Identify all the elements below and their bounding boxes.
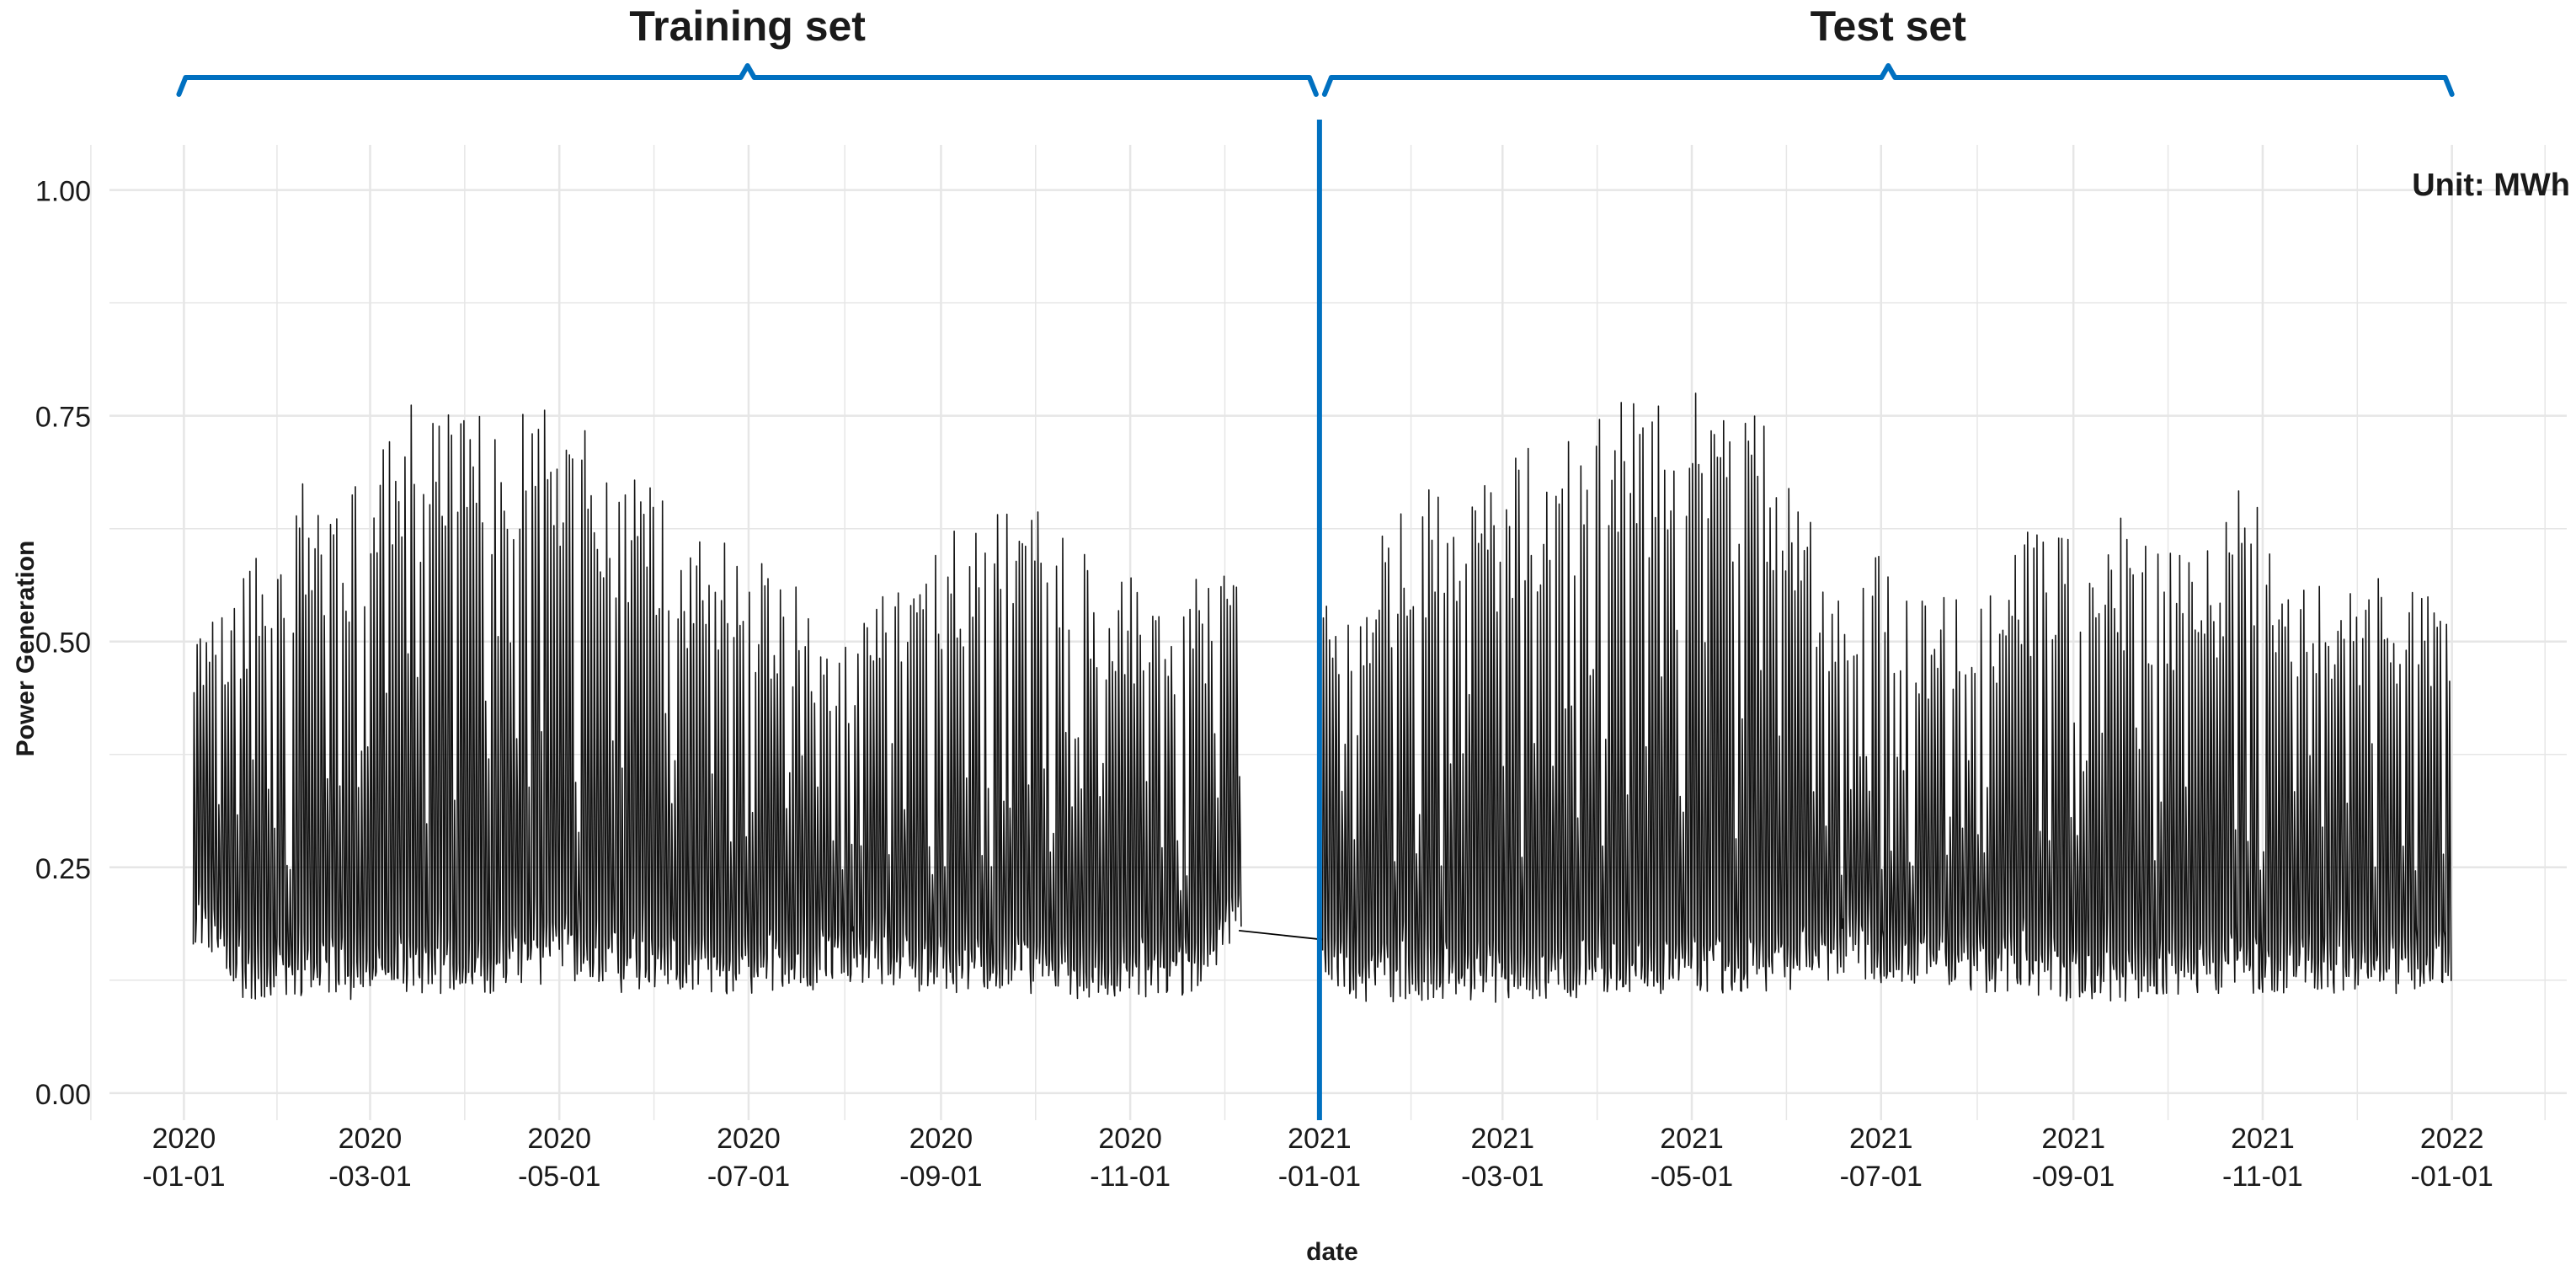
x-axis-title: date (1306, 1238, 1358, 1266)
series-line-segment (192, 404, 1242, 1001)
x-tick-year: 2020 (1098, 1123, 1162, 1155)
x-tick-monthday: -09-01 (899, 1161, 982, 1193)
x-tick-monthday: -03-01 (328, 1161, 411, 1193)
training-set-label: Training set (629, 3, 866, 50)
y-tick-label: 0.75 (35, 402, 91, 434)
x-tick-year: 2020 (152, 1123, 216, 1155)
x-tick-year: 2022 (2420, 1123, 2484, 1155)
y-tick-label: 1.00 (35, 176, 91, 208)
x-tick-year: 2020 (339, 1123, 403, 1155)
x-tick-monthday: -09-01 (2032, 1161, 2115, 1193)
x-tick-year: 2021 (1849, 1123, 1913, 1155)
x-tick-year: 2021 (2231, 1123, 2295, 1155)
x-tick-monthday: -05-01 (518, 1161, 600, 1193)
y-tick-label: 0.25 (35, 853, 91, 885)
x-tick-year: 2020 (909, 1123, 973, 1155)
x-tick-year: 2021 (1470, 1123, 1534, 1155)
x-tick-monthday: -11-01 (2222, 1161, 2303, 1193)
x-tick-monthday: -01-01 (2411, 1161, 2493, 1193)
bracket-layer: Training set Test set (176, 3, 2455, 97)
x-tick-year: 2021 (1660, 1123, 1724, 1155)
x-tick-monthday: -07-01 (1840, 1161, 1923, 1193)
y-tick-label: 0.00 (35, 1079, 91, 1111)
gap-connector-line (1239, 929, 1323, 941)
y-axis-title: Power Generation (12, 541, 40, 757)
training-set-bracket (176, 63, 1319, 97)
series-line-segment (1321, 392, 2452, 1003)
test-set-label: Test set (1811, 3, 1967, 50)
x-tick-year: 2020 (527, 1123, 591, 1155)
axis-layer: 0.00 0.25 0.50 0.75 1.00 2020 -01-01 2020 -03-01… (35, 176, 2493, 1193)
x-tick-monthday: -01-01 (1278, 1161, 1361, 1193)
x-tick-monthday: -01-01 (142, 1161, 225, 1193)
test-set-bracket (1321, 63, 2455, 97)
unit-label: Unit: MWh (2412, 168, 2570, 203)
series-layer (192, 392, 2452, 1003)
x-tick-monthday: -07-01 (707, 1161, 790, 1193)
x-tick-year: 2021 (1288, 1123, 1352, 1155)
x-tick-monthday: -11-01 (1090, 1161, 1171, 1193)
x-tick-year: 2021 (2041, 1123, 2105, 1155)
y-tick-label: 0.50 (35, 627, 91, 659)
x-tick-monthday: -05-01 (1651, 1161, 1733, 1193)
x-tick-monthday: -03-01 (1461, 1161, 1544, 1193)
x-tick-year: 2020 (717, 1123, 781, 1155)
